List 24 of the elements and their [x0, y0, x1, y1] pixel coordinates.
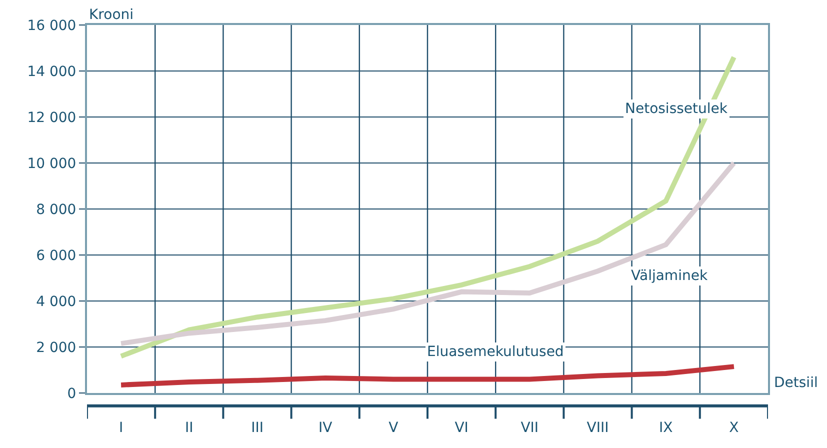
x-tick-label: VIII — [586, 420, 609, 436]
y-tick-label: 14 000 — [27, 64, 76, 80]
y-axis-title: Krooni — [89, 7, 134, 23]
y-tick-label: 0 — [67, 386, 76, 402]
x-tick-label: X — [729, 420, 740, 436]
x-tick-label: VII — [520, 420, 539, 436]
x-tick-label: IX — [658, 420, 674, 436]
series-label: Väljaminek — [631, 268, 708, 284]
y-tick-label: 4 000 — [36, 294, 76, 310]
x-tick-label: IV — [318, 420, 333, 436]
y-tick-label: 6 000 — [36, 248, 76, 264]
y-tick-label: 16 000 — [27, 18, 76, 34]
x-tick-label: V — [388, 420, 399, 436]
x-tick-label: II — [185, 420, 194, 436]
y-tick-label: 8 000 — [36, 202, 76, 218]
series-label: Netosissetulek — [625, 101, 728, 117]
y-tick-label: 12 000 — [27, 110, 76, 126]
x-tick-label: III — [251, 420, 264, 436]
x-axis-title: Detsiil — [774, 375, 818, 391]
x-tick-label: I — [118, 420, 124, 436]
y-tick-label: 10 000 — [27, 156, 76, 172]
x-tick-label: VI — [454, 420, 468, 436]
series-label: Eluasemekulutused — [427, 344, 564, 360]
y-tick-label: 2 000 — [36, 340, 76, 356]
